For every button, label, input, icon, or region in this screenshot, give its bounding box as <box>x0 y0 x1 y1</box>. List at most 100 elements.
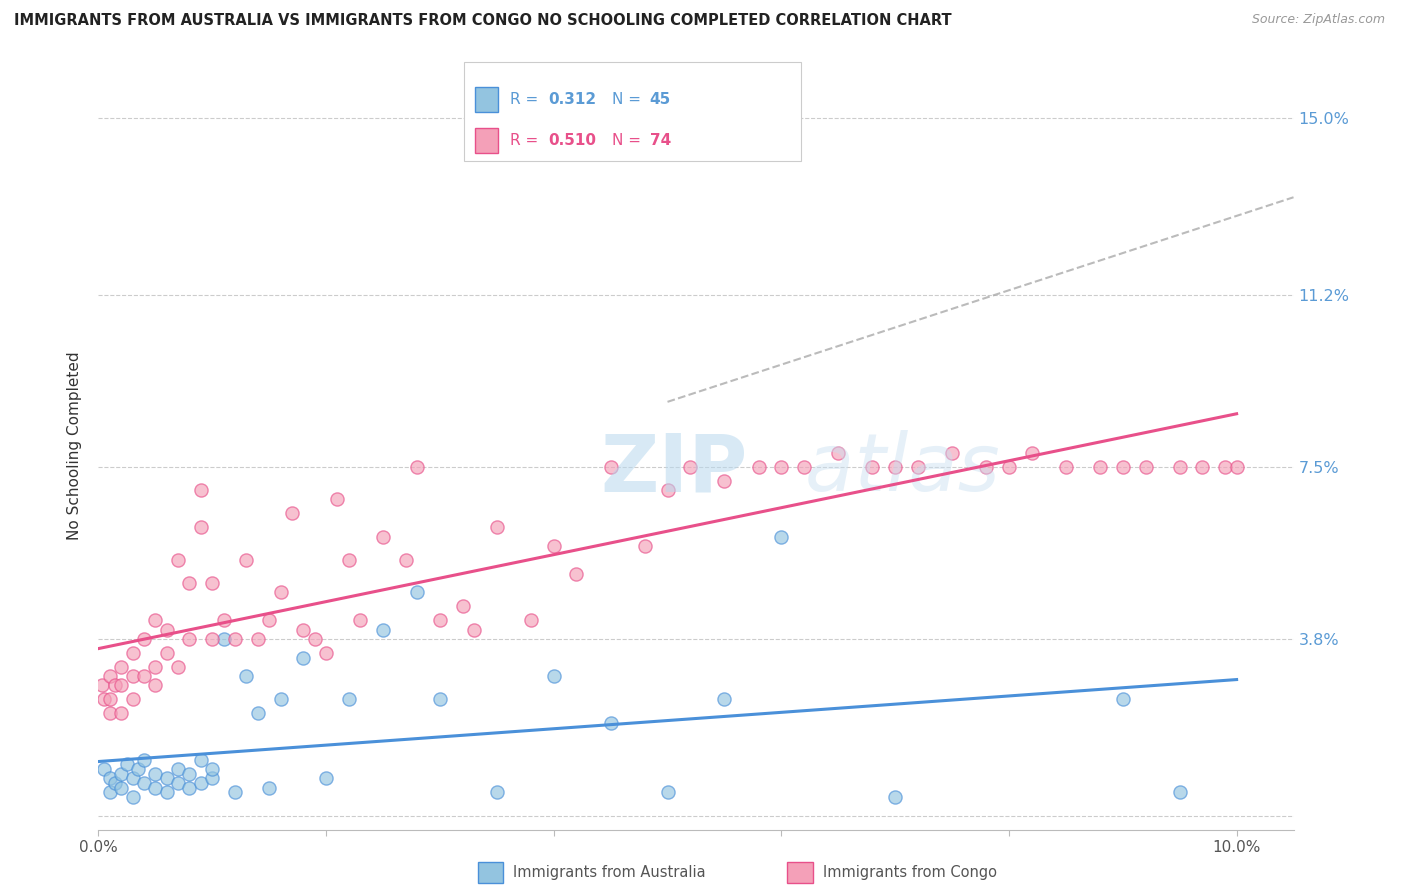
Point <box>657 785 679 799</box>
Point <box>93 692 115 706</box>
Point <box>98 706 121 721</box>
Point <box>179 766 201 780</box>
Point <box>371 623 394 637</box>
Point <box>1112 692 1135 706</box>
Point <box>98 785 121 799</box>
Point <box>713 474 735 488</box>
Point <box>371 530 394 544</box>
Point <box>543 669 565 683</box>
Point <box>90 678 112 692</box>
Point <box>132 669 155 683</box>
Point <box>110 660 132 674</box>
Text: N =: N = <box>612 134 645 148</box>
Point <box>770 459 793 474</box>
Point <box>143 766 166 780</box>
Point <box>634 539 657 553</box>
Point <box>827 446 849 460</box>
Point <box>657 483 679 498</box>
Point <box>167 660 190 674</box>
Point <box>143 678 166 692</box>
Point <box>121 669 143 683</box>
Point <box>93 762 115 776</box>
Point <box>406 585 429 599</box>
Point <box>337 692 360 706</box>
Point <box>104 678 127 692</box>
Point <box>520 613 543 627</box>
Point <box>143 613 166 627</box>
Point <box>429 692 451 706</box>
Point <box>143 780 166 795</box>
Text: Immigrants from Congo: Immigrants from Congo <box>823 865 997 880</box>
Point <box>907 459 929 474</box>
Point <box>884 459 907 474</box>
Point <box>713 692 735 706</box>
Point <box>257 613 280 627</box>
Text: 74: 74 <box>650 134 671 148</box>
Text: atlas: atlas <box>600 430 1000 508</box>
Point <box>1088 459 1111 474</box>
Point <box>201 772 224 786</box>
Point <box>127 762 149 776</box>
Point <box>315 646 337 660</box>
Point <box>679 459 702 474</box>
Point <box>190 520 212 534</box>
Point <box>224 632 246 646</box>
Point <box>110 766 132 780</box>
Point <box>110 780 132 795</box>
Text: Immigrants from Australia: Immigrants from Australia <box>513 865 706 880</box>
Point <box>104 776 127 790</box>
Point <box>326 492 349 507</box>
Point <box>201 576 224 591</box>
Point <box>190 753 212 767</box>
Point <box>1135 459 1157 474</box>
Point <box>1112 459 1135 474</box>
Point <box>98 692 121 706</box>
Point <box>543 539 565 553</box>
Point <box>212 613 235 627</box>
Point <box>292 623 315 637</box>
Point <box>179 632 201 646</box>
Point <box>98 669 121 683</box>
Point <box>167 553 190 567</box>
Point <box>235 553 257 567</box>
Point <box>429 613 451 627</box>
Point <box>167 776 190 790</box>
Point <box>304 632 326 646</box>
Point <box>451 599 474 614</box>
Point <box>315 772 337 786</box>
Point <box>1168 785 1191 799</box>
Point <box>485 785 508 799</box>
Text: 45: 45 <box>650 93 671 107</box>
Point <box>463 623 485 637</box>
Point <box>212 632 235 646</box>
Text: IMMIGRANTS FROM AUSTRALIA VS IMMIGRANTS FROM CONGO NO SCHOOLING COMPLETED CORREL: IMMIGRANTS FROM AUSTRALIA VS IMMIGRANTS … <box>14 13 952 29</box>
Point <box>201 762 224 776</box>
Point <box>115 757 138 772</box>
Text: N =: N = <box>612 93 645 107</box>
Text: ZIP: ZIP <box>600 430 748 508</box>
Point <box>224 785 246 799</box>
Point <box>292 650 315 665</box>
Point <box>121 790 143 805</box>
Point <box>998 459 1021 474</box>
Point <box>110 678 132 692</box>
Point <box>1168 459 1191 474</box>
Point <box>143 660 166 674</box>
Point <box>1054 459 1077 474</box>
Point <box>156 785 179 799</box>
Point <box>884 790 907 805</box>
Point <box>156 623 179 637</box>
Point <box>941 446 963 460</box>
Point <box>246 632 269 646</box>
Point <box>1191 459 1213 474</box>
Text: 0.510: 0.510 <box>548 134 596 148</box>
Point <box>190 483 212 498</box>
Point <box>395 553 418 567</box>
Point <box>599 715 621 730</box>
Point <box>599 459 621 474</box>
Point <box>179 576 201 591</box>
Point <box>793 459 815 474</box>
Point <box>281 507 304 521</box>
Point <box>485 520 508 534</box>
Point <box>257 780 280 795</box>
